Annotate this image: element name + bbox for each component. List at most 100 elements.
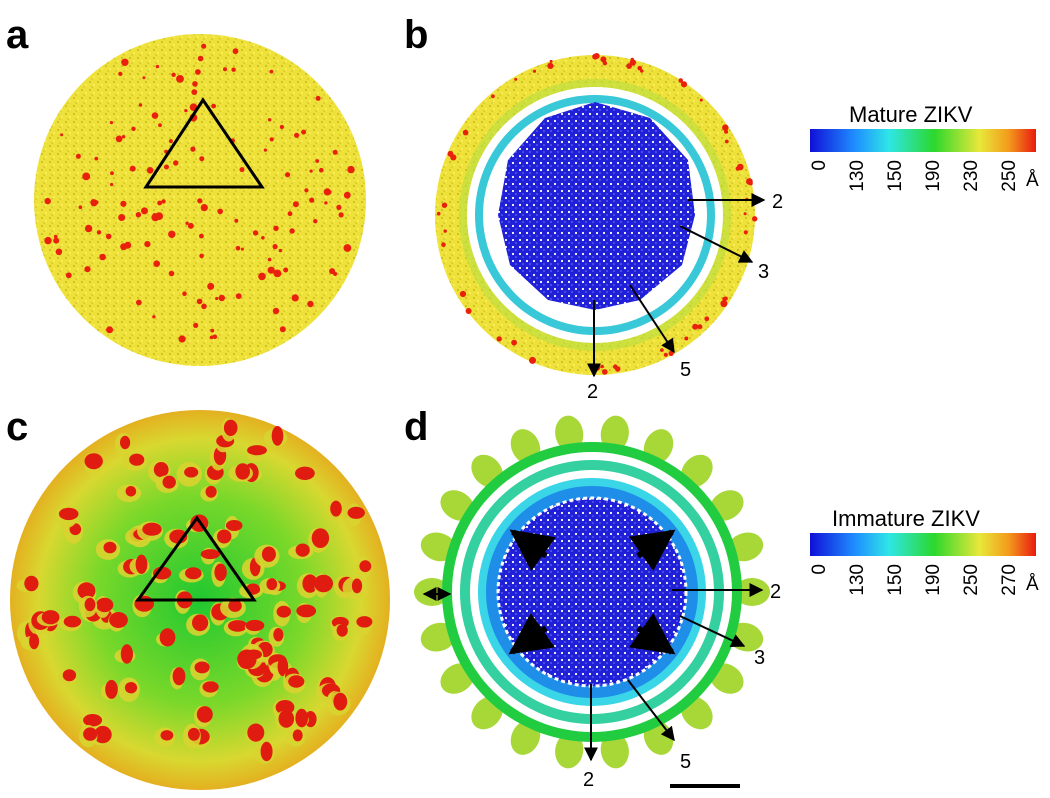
red-spot	[78, 205, 83, 209]
section-spike	[600, 415, 629, 452]
spike-tip	[347, 506, 365, 519]
red-spot	[99, 253, 106, 261]
spike-tip	[288, 675, 305, 688]
red-spot	[292, 201, 299, 208]
colorbar-mature: Mature ZIKV 0 130 150 190 230 250 Å	[809, 102, 1039, 192]
red-spot	[235, 293, 242, 299]
red-spot	[547, 62, 554, 69]
red-spot	[185, 221, 189, 225]
red-spot	[338, 212, 344, 218]
red-spot	[168, 230, 176, 238]
spike-tip	[351, 578, 363, 594]
red-spot	[514, 77, 518, 81]
red-spot	[450, 154, 457, 161]
red-spot	[121, 58, 129, 66]
red-spot	[273, 225, 279, 231]
red-spot	[173, 160, 179, 166]
red-spot	[55, 248, 63, 256]
red-spot	[279, 326, 286, 333]
spike-tip	[142, 522, 162, 536]
red-glycan-spots	[44, 43, 355, 343]
red-spot	[704, 316, 710, 322]
spike-tip	[120, 644, 133, 664]
spike-tip	[153, 462, 169, 478]
spike-tip	[314, 574, 333, 593]
red-spot	[735, 166, 740, 171]
red-spot	[268, 118, 272, 122]
red-spot	[273, 269, 282, 278]
red-spot	[684, 336, 689, 341]
red-spot	[301, 129, 307, 135]
red-spot	[155, 64, 160, 69]
red-spot	[629, 59, 636, 66]
label-b-2fold-right: 2	[772, 191, 783, 213]
panel-letter-b: b	[404, 13, 428, 57]
red-spot	[549, 59, 553, 63]
red-spot	[724, 129, 729, 134]
colorbar-immature-tick: 150	[885, 564, 906, 596]
red-spot	[752, 216, 758, 222]
colorbar-mature-title: Mature ZIKV	[849, 102, 973, 127]
spike-tip	[333, 692, 348, 711]
colorbar-immature-tick: 130	[847, 564, 868, 596]
spike-tip	[336, 624, 348, 637]
red-spot	[155, 212, 164, 221]
panel-letter-a: a	[6, 13, 29, 57]
red-spot	[283, 267, 289, 273]
red-spot	[191, 89, 198, 95]
spike-tip	[235, 463, 250, 480]
spike-tip	[295, 466, 315, 480]
red-spot	[279, 124, 284, 130]
red-spot	[602, 61, 608, 66]
red-spot	[210, 328, 215, 333]
red-spot	[324, 201, 328, 205]
label-d-2fold-bottom: 2	[583, 769, 594, 791]
asymmetric-triangle-c	[135, 515, 257, 602]
red-spot	[105, 233, 112, 240]
spike-tip	[196, 706, 213, 723]
red-spot	[201, 303, 207, 310]
section-spike	[555, 415, 584, 452]
red-spot	[307, 300, 314, 308]
red-spot	[144, 241, 151, 248]
spike-tip	[356, 616, 373, 628]
red-spot	[532, 69, 537, 73]
red-spot	[332, 149, 338, 155]
spike-tip	[276, 605, 291, 618]
red-spot	[211, 103, 217, 109]
red-spot	[252, 230, 259, 236]
red-spot	[157, 200, 163, 206]
red-spot	[44, 236, 52, 245]
colorbar-immature: Immature ZIKV 0 130 150 190 250 270 Å	[809, 506, 1039, 596]
red-spot	[272, 307, 280, 315]
spike-tip	[228, 620, 248, 632]
red-spot	[84, 224, 93, 233]
red-spot	[94, 156, 99, 161]
red-spot	[637, 65, 642, 71]
spike-tip	[83, 714, 103, 727]
red-spot	[602, 369, 608, 375]
red-spot	[190, 146, 196, 152]
spike-tip	[214, 563, 227, 582]
panel-c-virion-surface	[10, 410, 390, 790]
red-spot	[239, 167, 245, 173]
spike-tip	[296, 604, 317, 618]
red-spot	[261, 236, 265, 240]
spike-tip	[135, 554, 148, 574]
red-spot	[441, 242, 446, 247]
colorbar-mature-tick: 230	[961, 160, 982, 192]
red-spot	[529, 356, 536, 364]
red-spot	[304, 188, 309, 193]
spike-tip	[63, 615, 82, 628]
red-spot	[110, 182, 114, 187]
spike-tip	[159, 628, 176, 647]
red-spot	[680, 81, 688, 88]
red-spot	[272, 244, 278, 250]
panel-b-symmetry-arrows: 2 3 5 2	[587, 191, 783, 403]
red-spot	[106, 326, 114, 334]
spike-tip	[83, 727, 98, 741]
red-spot	[294, 132, 300, 138]
spike-tip	[261, 546, 276, 562]
red-spot	[291, 294, 299, 302]
red-spot	[118, 214, 126, 221]
